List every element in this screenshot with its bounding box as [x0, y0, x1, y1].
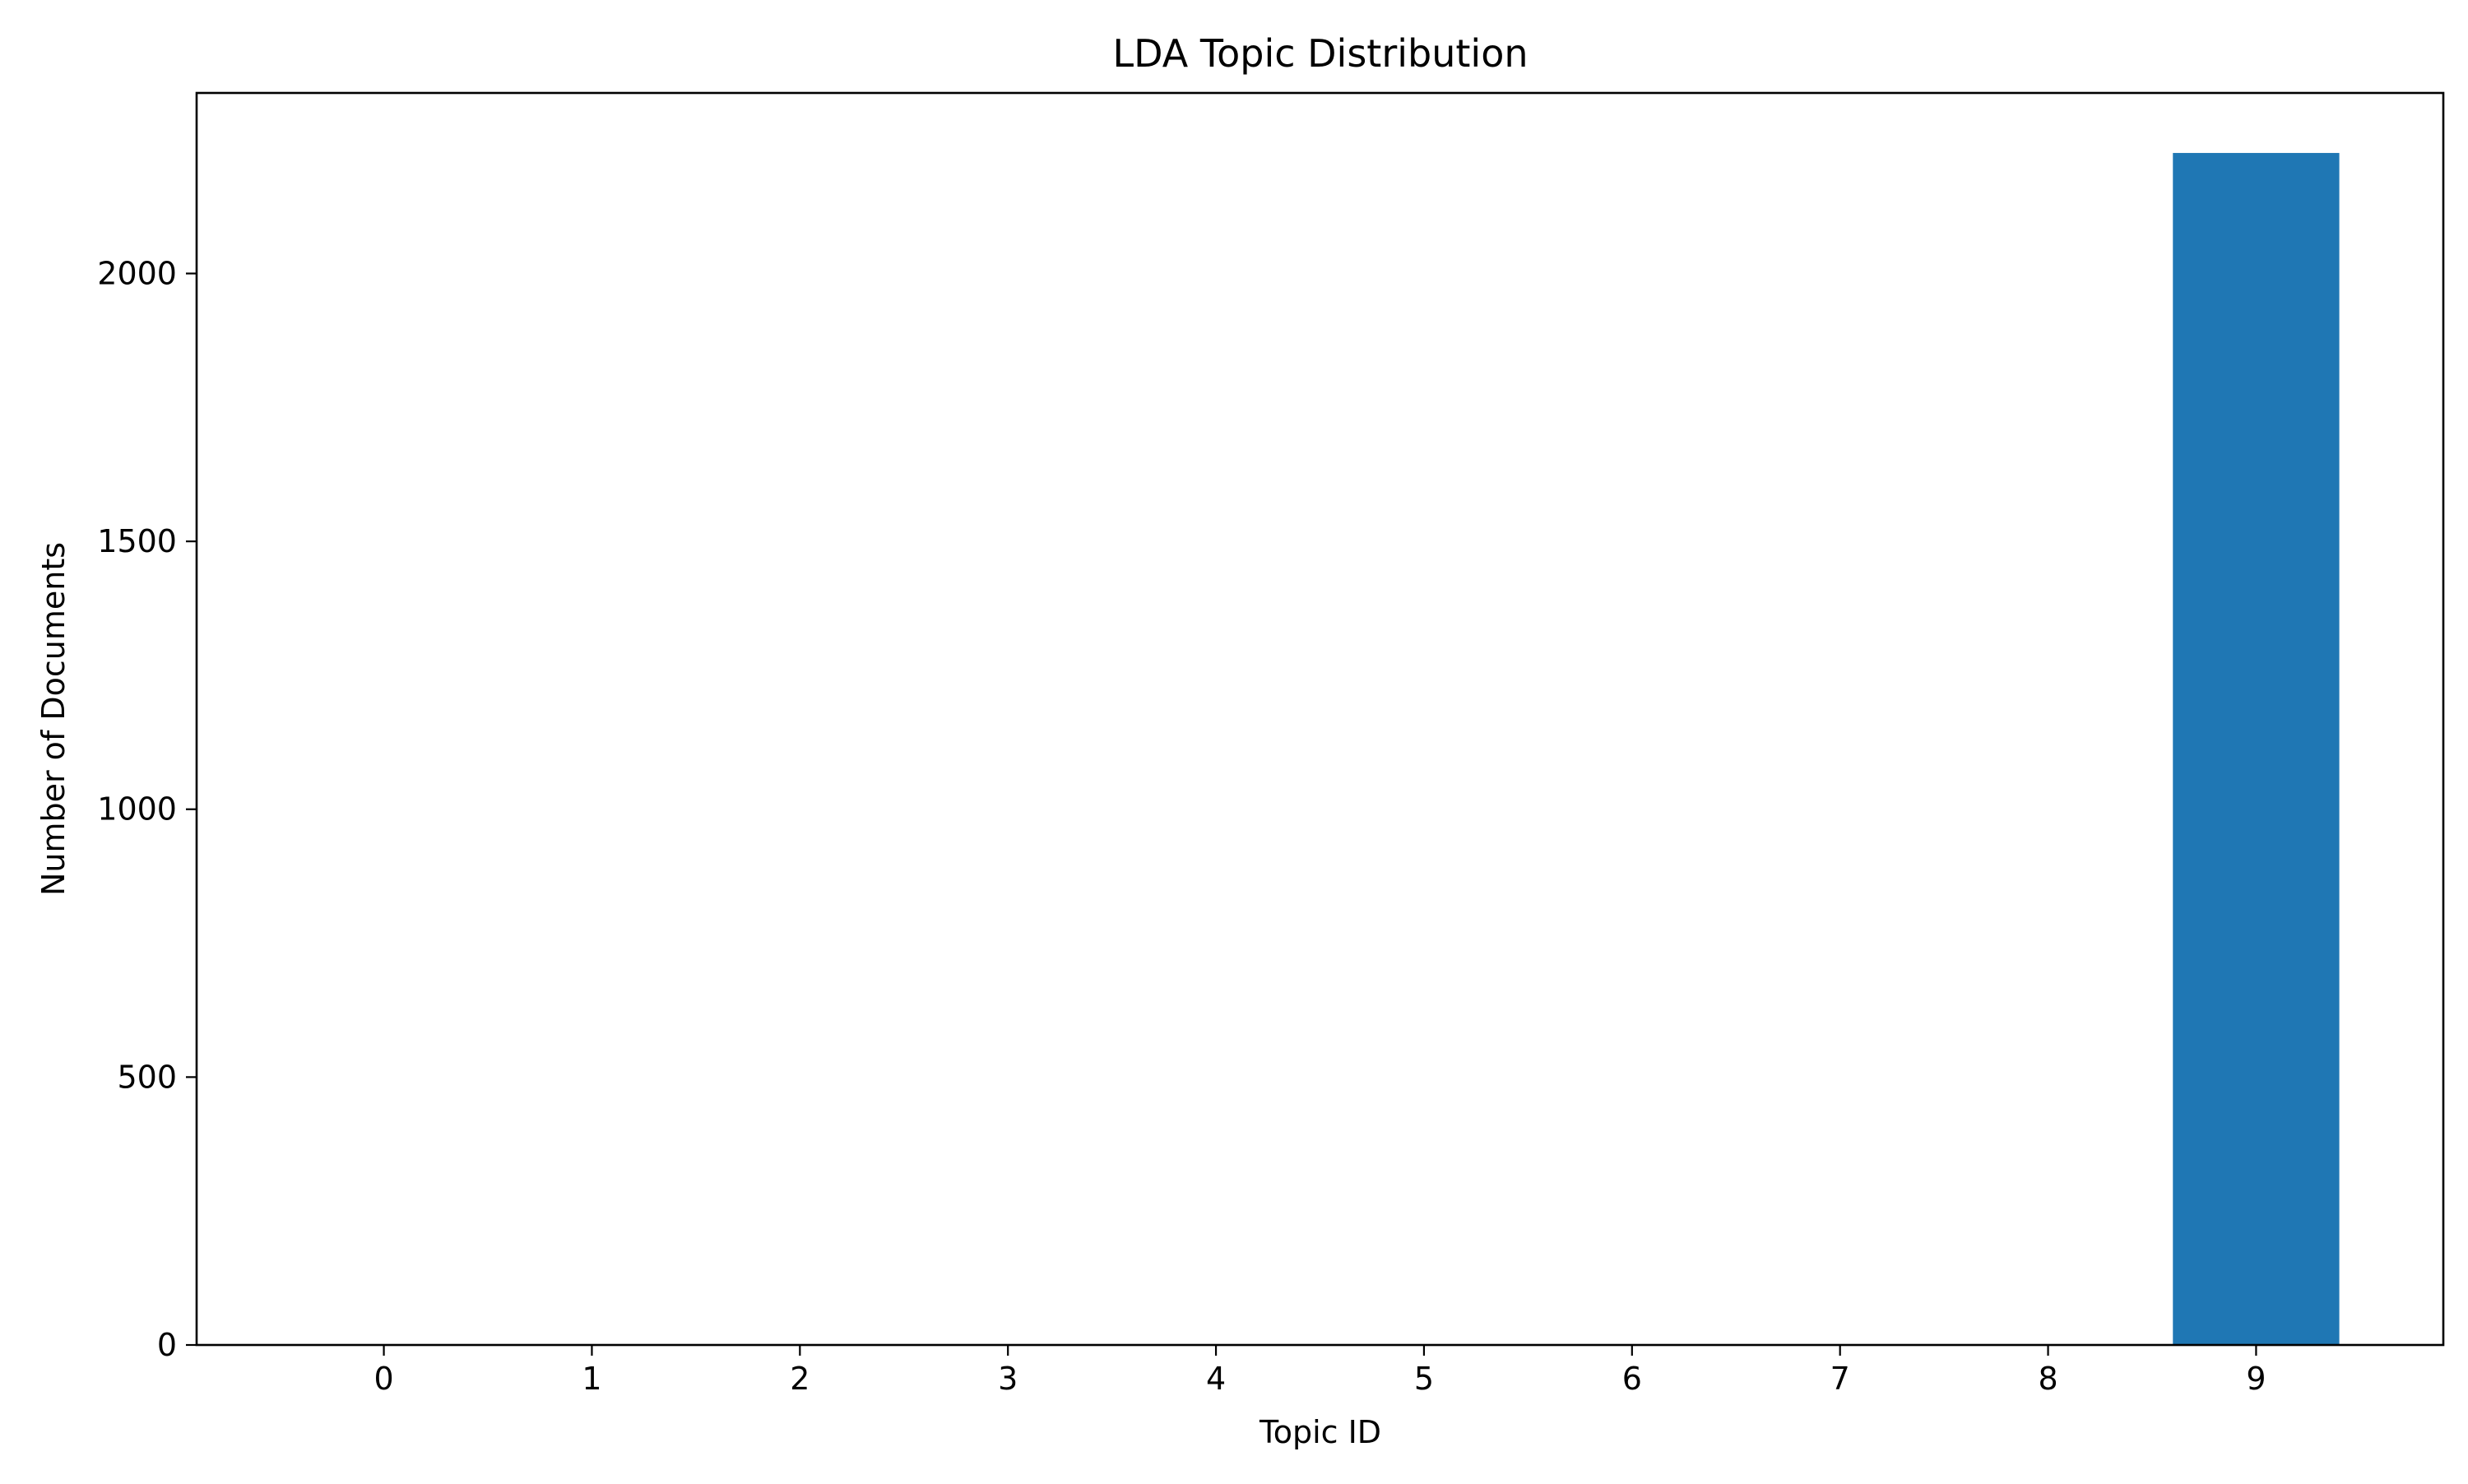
x-tick-label: 7	[1830, 1361, 1850, 1397]
y-tick-label: 0	[157, 1327, 177, 1363]
x-tick-label: 1	[582, 1361, 601, 1397]
chart-title: LDA Topic Distribution	[1112, 31, 1528, 76]
x-tick-label: 0	[373, 1361, 393, 1397]
plot-area-frame	[195, 91, 2445, 1347]
y-tick-label: 1500	[97, 523, 177, 559]
bar-topic-9	[2173, 152, 2340, 1345]
y-axis-ticks: 0 500 1000 1500 2000	[97, 255, 197, 1363]
x-tick-label: 8	[2038, 1361, 2057, 1397]
bars-layer	[2173, 152, 2340, 1345]
x-axis-label: Topic ID	[1259, 1414, 1381, 1450]
y-axis-label: Number of Documents	[35, 542, 72, 896]
y-tick-label: 1000	[97, 791, 177, 828]
x-tick-label: 9	[2246, 1361, 2266, 1397]
x-tick-label: 2	[790, 1361, 810, 1397]
y-tick-label: 500	[117, 1059, 177, 1095]
x-axis-ticks: 0 1 2 3 4 5 6 7 8 9	[373, 1345, 2266, 1397]
x-tick-label: 4	[1206, 1361, 1226, 1397]
x-tick-label: 3	[998, 1361, 1018, 1397]
x-tick-label: 5	[1414, 1361, 1434, 1397]
y-tick-label: 2000	[97, 255, 177, 291]
x-tick-label: 6	[1622, 1361, 1642, 1397]
